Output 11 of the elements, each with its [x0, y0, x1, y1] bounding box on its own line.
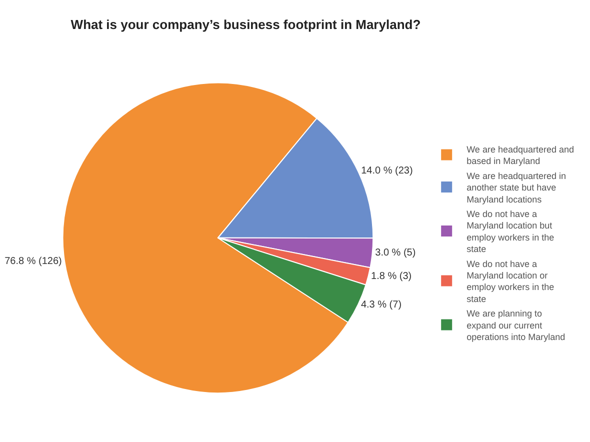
- chart-title: What is your company’s business footprint in Maryland?: [70, 16, 421, 32]
- data-label: 76.8 % (126): [4, 256, 62, 267]
- legend-label: We are headquartered and based in Maryland: [466, 144, 574, 166]
- data-label: 1.8 % (3): [371, 271, 412, 282]
- legend-label: We do not have a Maryland location but employ workers in the state: [466, 208, 554, 254]
- data-label: 3.0 % (5): [375, 247, 416, 258]
- legend-label: We are planning to expand our current operations into Maryland: [466, 308, 566, 342]
- data-label: 14.0 % (23): [361, 165, 413, 176]
- legend-label: We are headquartered in another state but have Maryland locations: [466, 170, 566, 204]
- legend-label: We do not have a Maryland location or employ workers in the state: [466, 258, 554, 304]
- data-label: 4.3 % (7): [360, 300, 402, 311]
